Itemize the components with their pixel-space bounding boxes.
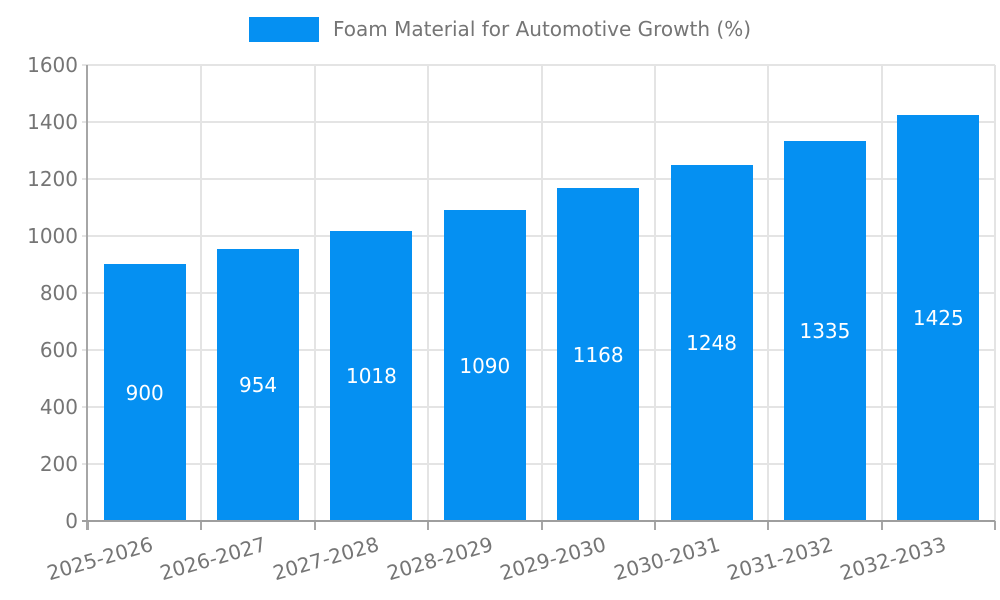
gridline-horizontal [82,178,995,180]
bar: 1425 [897,115,980,521]
bar-value-label: 1168 [572,342,624,367]
y-axis-tick-label: 1200 [27,167,78,191]
bar: 1335 [783,141,866,521]
x-axis-tick [540,521,543,530]
gridline-horizontal [82,406,995,408]
bar: 1248 [670,165,753,521]
y-axis-tick-label: 400 [39,395,78,419]
bar: 900 [103,264,186,521]
gridline-horizontal [82,64,995,66]
legend-swatch [249,17,319,42]
bar-value-label: 900 [125,380,164,405]
bar-value-label: 954 [238,373,278,397]
bar: 954 [217,249,300,521]
gridline-vertical [540,65,543,521]
gridline-vertical [427,65,430,521]
bar-value-label: 1248 [686,331,738,355]
bar: 1018 [330,231,413,521]
gridline-horizontal [82,463,995,465]
x-axis-tick [200,521,203,530]
bar-value-label: 1090 [459,353,511,378]
y-axis-tick-label: 1600 [27,53,78,77]
gridline-horizontal [82,292,995,294]
x-axis-tick [767,521,770,530]
x-axis-tick [313,521,316,530]
y-axis-tick-label: 1400 [27,110,78,134]
x-axis-tick [427,521,430,530]
x-axis-tick [880,521,883,530]
gridline-vertical [200,65,203,521]
gridline-vertical [994,65,996,521]
bar: 1090 [443,210,526,521]
bar-value-label: 1018 [345,364,397,388]
x-axis-line [82,520,995,522]
gridline-vertical [880,65,883,521]
bar-value-label: 1335 [799,319,851,343]
y-axis-tick-label: 600 [39,338,78,362]
y-axis-tick-label: 800 [39,281,78,305]
legend-label: Foam Material for Automotive Growth (%) [333,17,751,41]
gridline-horizontal [82,235,995,237]
gridline-vertical [653,65,656,521]
gridline-vertical [767,65,770,521]
bar-value-label: 1425 [912,306,964,330]
x-axis-tick [994,521,996,530]
gridline-horizontal [82,121,995,123]
x-axis-tick [87,521,89,530]
gridline-horizontal [82,349,995,351]
bar: 1168 [557,188,640,521]
x-axis-tick [653,521,656,530]
y-axis-tick-label: 200 [39,452,78,476]
y-axis-tick-label: 0 [65,509,78,533]
gridline-vertical [313,65,316,521]
y-axis-line [86,65,88,530]
legend: Foam Material for Automotive Growth (%) [0,17,1000,42]
y-axis-tick-label: 1000 [27,224,78,248]
